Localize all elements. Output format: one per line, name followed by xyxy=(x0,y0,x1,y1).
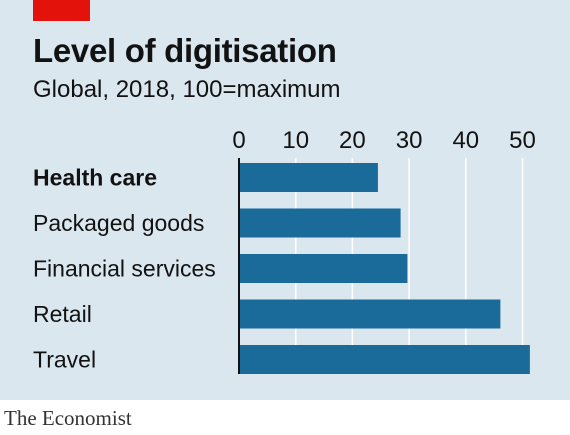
source-credit: The Economist xyxy=(4,406,132,430)
category-label: Packaged goods xyxy=(33,210,204,236)
bar xyxy=(239,299,501,329)
category-label: Travel xyxy=(33,347,96,373)
bar xyxy=(239,254,408,283)
chart-title: Level of digitisation xyxy=(33,32,337,69)
x-tick-label: 10 xyxy=(282,127,309,154)
bar xyxy=(239,163,378,192)
chart-subtitle: Global, 2018, 100=maximum xyxy=(33,76,341,103)
chart-panel: Level of digitisation Global, 2018, 100=… xyxy=(0,0,570,400)
category-label: Health care xyxy=(33,165,157,191)
x-tick-label: 40 xyxy=(452,127,479,154)
economist-red-tag xyxy=(33,0,90,21)
x-tick-label: 50 xyxy=(509,127,536,154)
x-tick-label: 20 xyxy=(339,127,366,154)
bar-chart: 0 10 20 30 40 50 Health care Packaged goods Fin… xyxy=(33,127,536,374)
bar xyxy=(239,345,530,374)
bar xyxy=(239,208,401,238)
category-label: Retail xyxy=(33,301,92,327)
x-tick-label: 30 xyxy=(396,127,423,154)
x-tick-label: 0 xyxy=(232,127,245,154)
category-label: Financial services xyxy=(33,256,216,282)
